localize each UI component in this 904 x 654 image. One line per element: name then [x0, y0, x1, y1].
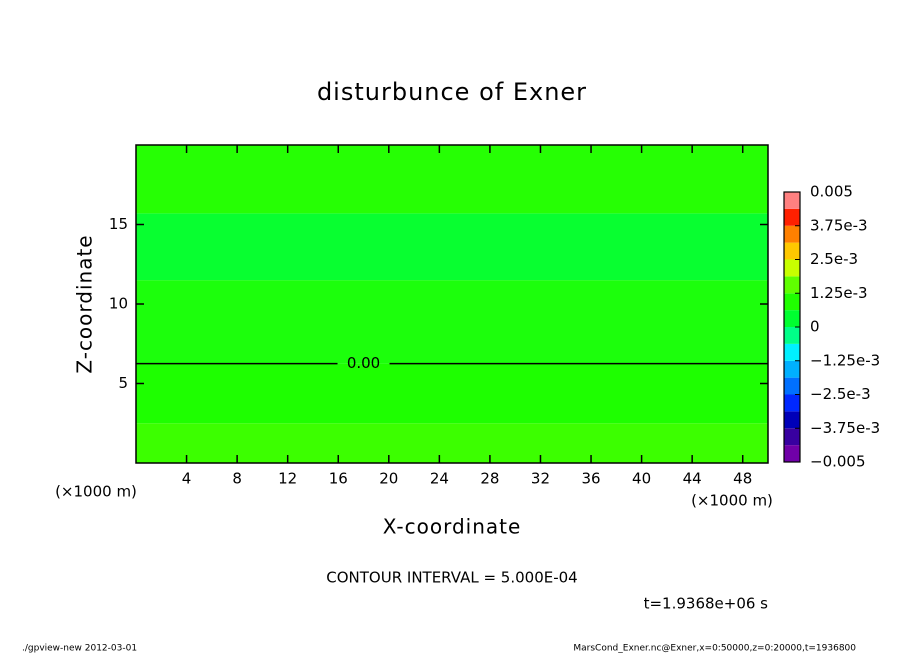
colorbar-label: 1.25e-3: [810, 284, 868, 302]
colorbar-label: −1.25e-3: [810, 351, 880, 369]
colorbar-segment: [784, 360, 800, 378]
x-tick-label: 8: [232, 470, 242, 488]
chart-title: disturbunce of Exner: [317, 78, 587, 106]
colorbar-segment: [784, 445, 800, 462]
colorbar-segment: [784, 377, 800, 395]
colorbar-segment: [784, 192, 800, 209]
time-note: t=1.9368e+06 s: [644, 595, 769, 613]
colorbar-segment: [784, 276, 800, 294]
interval-note: CONTOUR INTERVAL = 5.000E-04: [326, 569, 577, 587]
fill-band: [136, 280, 768, 364]
colorbar-segment: [784, 428, 800, 446]
colorbar-label: 0.005: [810, 183, 853, 201]
fill-band: [136, 423, 768, 463]
x-tick-label: 44: [683, 470, 702, 488]
colorbar-label: −2.5e-3: [810, 385, 871, 403]
y-axis-label: Z-coordinate: [73, 234, 97, 373]
colorbar-segment: [784, 293, 800, 311]
x-tick-label: 32: [531, 470, 550, 488]
x-axis-label: X-coordinate: [383, 515, 522, 539]
x-tick-label: 24: [430, 470, 449, 488]
x-tick-label: 20: [379, 470, 398, 488]
x-unit: (×1000 m): [55, 483, 137, 501]
colorbar-segment: [784, 242, 800, 260]
colorbar-segment: [784, 259, 800, 277]
y-tick-label: 15: [109, 215, 128, 233]
y-tick-label: 10: [109, 295, 128, 313]
x-tick-label: 16: [329, 470, 348, 488]
colorbar-segment: [784, 411, 800, 429]
colorbar-segment: [784, 343, 800, 361]
footer: ./gpview-new 2012-03-01: [22, 644, 137, 654]
x-tick-label: 4: [182, 470, 192, 488]
colorbar-label: −0.005: [810, 453, 866, 471]
fill-band: [136, 145, 768, 214]
colorbar-segment: [784, 225, 800, 243]
y-tick-label: 5: [118, 374, 128, 392]
contour-label: 0.00: [347, 354, 380, 372]
fill-band: [136, 363, 768, 424]
footer: MarsCond_Exner.nc@Exner,x=0:50000,z=0:20…: [573, 644, 856, 654]
x-tick-label: 36: [581, 470, 600, 488]
x-tick-label: 40: [632, 470, 651, 488]
colorbar-label: 0: [810, 318, 820, 336]
colorbar-segment: [784, 208, 800, 226]
colorbar-label: −3.75e-3: [810, 419, 880, 437]
colorbar-label: 2.5e-3: [810, 250, 858, 268]
x-tick-label: 48: [733, 470, 752, 488]
x-tick-label: 12: [278, 470, 297, 488]
fill-band: [136, 213, 768, 281]
x-unit: (×1000 m): [691, 492, 773, 510]
colorbar-segment: [784, 394, 800, 412]
colorbar-segment: [784, 310, 800, 327]
colorbar-segment: [784, 327, 800, 344]
x-tick-label: 28: [480, 470, 499, 488]
colorbar-label: 3.75e-3: [810, 216, 868, 234]
